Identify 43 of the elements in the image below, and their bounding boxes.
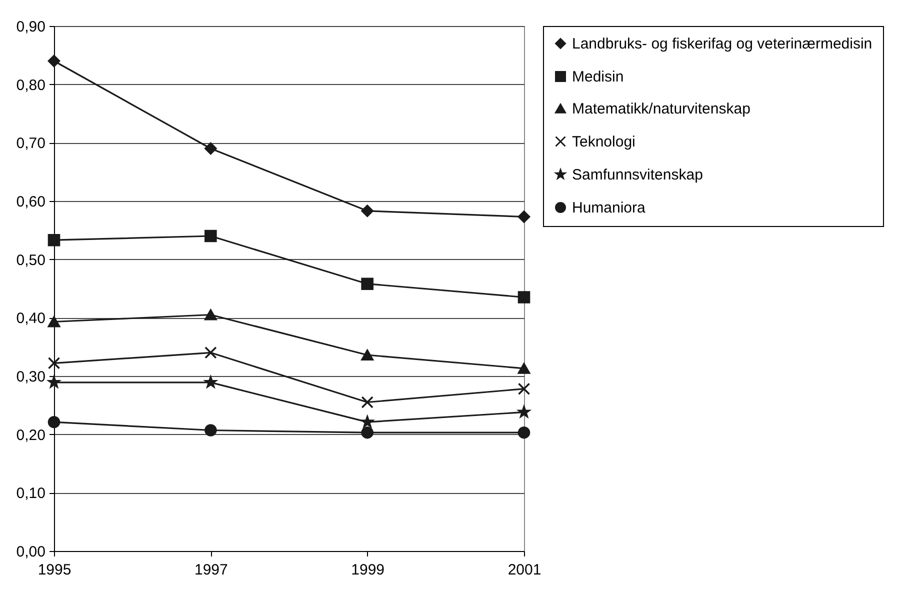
point: [204, 346, 217, 359]
x-tick-label: 2001: [508, 562, 542, 578]
point: [361, 426, 374, 439]
point: [48, 357, 60, 370]
y-tick-label: 0,40: [16, 310, 46, 328]
y-tick-label: 0,00: [16, 544, 46, 560]
point: [48, 416, 60, 428]
y-tick-label: 0,80: [16, 76, 46, 94]
point: [518, 382, 530, 395]
legend-label: Samfunnsvitenskap: [572, 166, 703, 184]
legend-label: Landbruks- og fiskerifag og veterinærmedisin: [572, 36, 872, 52]
point: [361, 396, 374, 408]
point: [204, 424, 217, 436]
point: [48, 54, 60, 68]
point: [204, 230, 217, 242]
point: [518, 291, 530, 304]
x-tick-label: 1995: [38, 562, 72, 578]
point: [361, 350, 374, 360]
x-tick-label: 1997: [194, 562, 228, 578]
legend-label: Matematikk/naturvitenskap: [572, 100, 750, 118]
point: [361, 278, 374, 290]
y-tick-label: 0,70: [16, 135, 46, 152]
point: [361, 416, 374, 428]
legend-label: Medisin: [572, 68, 624, 86]
legend-label: Humaniora: [572, 200, 646, 216]
y-tick-label: 0,20: [16, 426, 46, 444]
point: [361, 204, 374, 218]
x-tick-label: 1999: [351, 562, 385, 578]
y-tick-label: 0,30: [16, 368, 46, 386]
point: [518, 210, 530, 223]
point: [204, 376, 217, 388]
point: [204, 142, 217, 155]
point: [518, 362, 530, 374]
point: [518, 426, 530, 439]
point: [48, 376, 60, 388]
y-tick-label: 0,50: [16, 252, 46, 269]
point: [48, 234, 60, 246]
y-tick-label: 0,60: [16, 194, 46, 210]
y-tick-label: 0,10: [16, 485, 46, 502]
legend-label: Teknologi: [572, 134, 636, 150]
point: [204, 309, 217, 320]
y-tick-label: 0,90: [16, 18, 46, 36]
point: [48, 316, 60, 328]
